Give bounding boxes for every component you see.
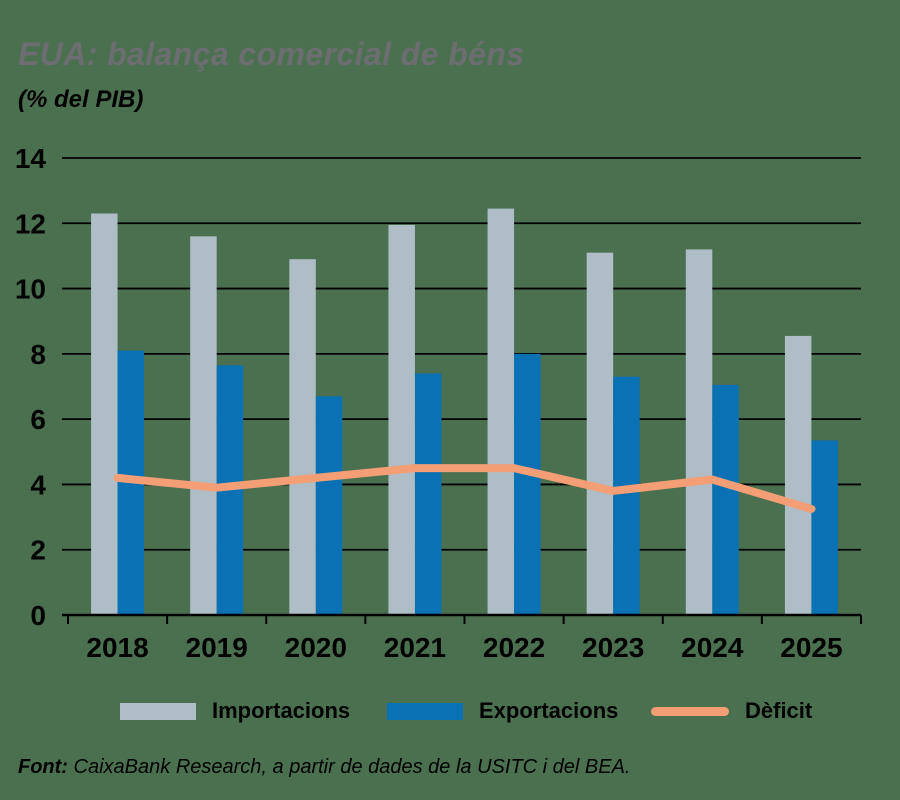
y-tick-label: 10: [15, 274, 46, 305]
bar-importacions-2019: [190, 236, 217, 616]
legend-label-exportacions: Exportacions: [479, 698, 619, 723]
bar-importacions-2018: [91, 213, 118, 615]
bar-importacions-2025: [784, 335, 812, 615]
bar-exportacions-2023: [613, 376, 640, 615]
bar-exportacions-2024: [712, 384, 739, 615]
legend-label-deficit: Dèficit: [745, 698, 813, 723]
chart-svg: 0 2 4 6 8 10 12 14 2018 2019 2020 2021 2022 2023 2024 2…: [15, 143, 862, 663]
x-tick-label: 2021: [384, 632, 446, 663]
y-tick-label: 14: [15, 143, 47, 174]
x-tick-label: 2024: [681, 632, 744, 663]
x-tick-label: 2023: [582, 632, 644, 663]
x-tick-label: 2018: [86, 632, 148, 663]
x-tick-label: 2019: [186, 632, 248, 663]
y-tick-label: 4: [30, 469, 46, 500]
x-tick-label: 2025: [780, 632, 842, 663]
bar-importacions-2024: [685, 249, 713, 615]
source-note: Font: CaixaBank Research, a partir de da…: [18, 756, 630, 779]
bar-importacions-2020: [289, 259, 316, 615]
y-tick-label: 2: [30, 535, 46, 566]
legend-swatch-exportacions: [387, 702, 463, 720]
legend-item-importacions: Importacions: [120, 698, 350, 724]
bar-exportacions-2021: [414, 373, 442, 615]
source-label: Font:: [18, 756, 68, 778]
y-tick-label: 6: [30, 404, 46, 435]
source-text: CaixaBank Research, a partir de dades de…: [67, 756, 631, 778]
legend-item-exportacions: Exportacions: [387, 698, 618, 724]
chart-title: EUA: balança comercial de béns: [18, 36, 525, 72]
legend-item-deficit: Dèficit: [651, 698, 812, 724]
bar-exportacions-2022: [514, 353, 541, 615]
legend-swatch-importacions: [120, 702, 196, 720]
legend-label-importacions: Importacions: [212, 698, 351, 723]
deficit-line: [113, 464, 816, 513]
chart-subtitle: (% del PIB): [18, 86, 144, 113]
legend-swatch-deficit: [651, 706, 729, 716]
bar-importacions-2021: [388, 224, 415, 616]
chart-legend: Importacions Exportacions Dèficit: [0, 698, 900, 724]
y-tick-label: 12: [15, 208, 46, 239]
x-tick-label: 2020: [285, 632, 347, 663]
bar-exportacions-2025: [811, 440, 838, 615]
bar-importacions-2022: [487, 208, 515, 615]
bar-importacions-2023: [586, 252, 614, 615]
y-tick-label: 8: [30, 339, 46, 370]
x-tick-label: 2022: [483, 632, 545, 663]
y-tick-label: 0: [30, 600, 46, 631]
bar-exportacions-2020: [315, 396, 343, 615]
